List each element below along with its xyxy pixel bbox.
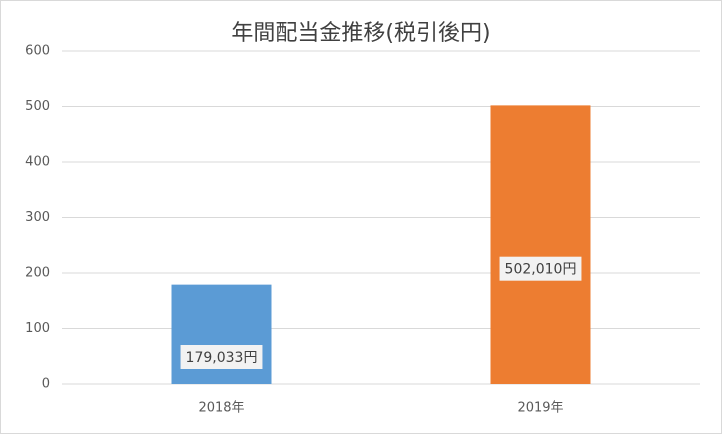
chart-title: 年間配当金推移(税引後円) bbox=[231, 21, 490, 46]
y-tick-label: 100 bbox=[25, 321, 50, 336]
y-tick-label: 500 bbox=[25, 99, 50, 114]
value-label: 502,010円 bbox=[505, 262, 577, 278]
bar bbox=[490, 105, 591, 384]
x-tick-label: 2018年 bbox=[198, 401, 244, 416]
y-tick-label: 0 bbox=[42, 377, 50, 392]
x-tick-label: 2019年 bbox=[517, 401, 563, 416]
y-tick-label: 200 bbox=[25, 266, 50, 281]
value-label-box bbox=[499, 256, 582, 281]
value-label: 179,033円 bbox=[186, 350, 258, 366]
y-tick-label: 400 bbox=[25, 155, 50, 170]
y-tick-label: 300 bbox=[25, 210, 50, 225]
bar bbox=[171, 284, 272, 384]
value-label-box bbox=[180, 345, 263, 369]
y-tick-label: 600 bbox=[25, 44, 50, 59]
